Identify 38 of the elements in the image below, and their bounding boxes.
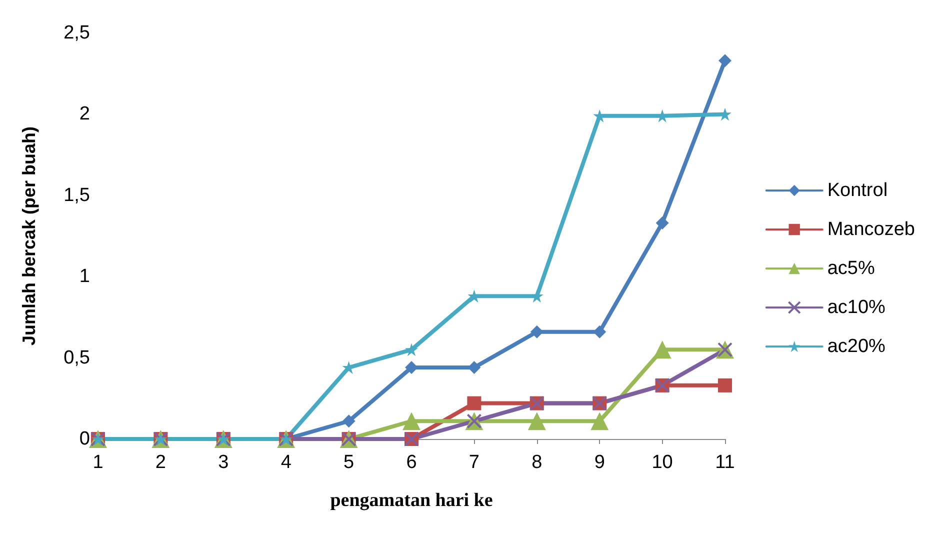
x-tick-label: 11 xyxy=(715,452,735,473)
x-tick-label: 10 xyxy=(652,452,673,473)
x-tick-label: 9 xyxy=(594,452,605,473)
point xyxy=(405,361,418,374)
point xyxy=(718,378,732,392)
point xyxy=(342,414,356,428)
y-tick-label: 1,5 xyxy=(64,184,90,206)
x-tick-label: 6 xyxy=(406,452,417,473)
x-tick-label: 3 xyxy=(218,452,229,473)
x-tick-label: 5 xyxy=(344,452,354,473)
y-tick-label: 0 xyxy=(79,428,90,450)
point xyxy=(590,412,609,430)
y-tick-label: 2 xyxy=(79,104,90,125)
point xyxy=(468,361,481,374)
x-axis-title: pengamatan hari ke xyxy=(330,490,493,511)
point xyxy=(653,340,672,359)
legend-label: Mancozeb xyxy=(827,219,916,240)
legend-label: Kontrol xyxy=(827,180,888,201)
y-tick-label: 2,5 xyxy=(64,22,90,44)
y-tick-label: 1 xyxy=(79,266,90,288)
x-tick-label: 1 xyxy=(92,452,104,473)
point xyxy=(530,325,544,338)
x-tick-label: 4 xyxy=(280,452,292,473)
point xyxy=(528,412,546,430)
point xyxy=(402,412,420,430)
legend-label: ac10% xyxy=(827,297,886,318)
point xyxy=(467,396,482,410)
point xyxy=(593,325,606,338)
y-axis-title: Jumlah bercak (per buah) xyxy=(19,126,39,346)
x-tick-label: 2 xyxy=(155,452,166,473)
point xyxy=(405,343,418,356)
x-tick-label: 7 xyxy=(468,452,480,473)
point xyxy=(656,216,669,230)
legend-label: ac20% xyxy=(827,336,886,357)
point xyxy=(718,54,732,68)
legend-label: ac5% xyxy=(827,258,875,279)
y-tick-label: 0,5 xyxy=(64,347,90,368)
x-tick-label: 8 xyxy=(532,452,542,473)
